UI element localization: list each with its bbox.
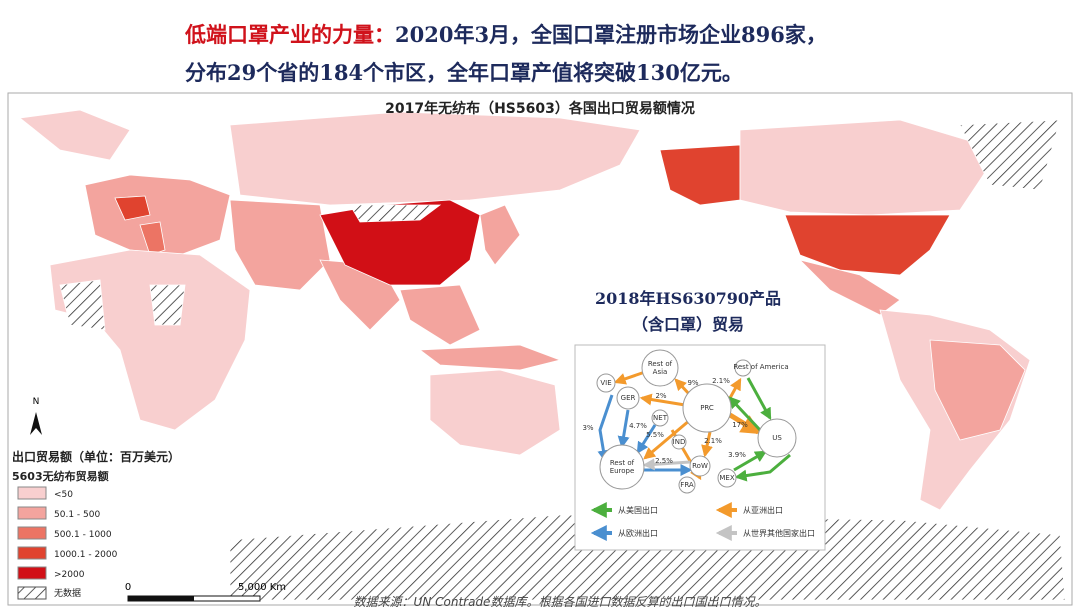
edge-label: 3%	[582, 424, 593, 432]
legend-label: 50.1 - 500	[54, 510, 100, 520]
edge-label: 4.7%	[629, 422, 647, 430]
edge-label: 2.1%	[704, 437, 722, 445]
node-label: Rest of Asia	[648, 360, 673, 376]
node	[599, 444, 645, 490]
node-label: FRA	[680, 481, 694, 489]
node-label: VIE	[600, 379, 611, 387]
node-label: MEX	[719, 474, 734, 482]
edge-label: 2%	[655, 392, 666, 400]
inset-title: （含口罩）贸易	[632, 315, 744, 334]
edge-label: 2.5%	[655, 457, 673, 465]
header-line2: 分布29个省的184个市区，全年口罩产值将突破130亿元。	[185, 60, 743, 85]
legend-swatch-nodata	[17, 586, 47, 600]
edge-label: 3.9%	[728, 451, 746, 459]
scale-label: 0	[125, 582, 131, 593]
node	[678, 476, 696, 494]
north-label: N	[33, 397, 40, 407]
scale-label: 5,000 Km	[238, 582, 286, 593]
edge-label: 17%	[732, 421, 748, 429]
legend-swatch	[17, 546, 47, 560]
legend-label: 从亚洲出口	[743, 505, 783, 515]
node-label: Rest of America	[733, 363, 788, 371]
node-label: GER	[621, 394, 636, 402]
node	[641, 349, 679, 387]
legend-swatch	[17, 526, 47, 540]
node-label: RoW	[692, 462, 708, 470]
node	[651, 409, 669, 427]
legend-label: >2000	[54, 570, 85, 580]
legend-label: <50	[54, 490, 73, 500]
edge-label: 2.1%	[712, 377, 730, 385]
node	[734, 359, 752, 377]
legend-label: 从美国出口	[618, 505, 658, 515]
legend-title: 出口贸易额（单位：百万美元）	[12, 449, 180, 464]
legend-label: 从欧洲出口	[618, 528, 658, 538]
header-line1: 低端口罩产业的力量：2020年3月，全国口罩注册市场企业896家，	[184, 22, 827, 47]
header-text: 2020年3月，全国口罩注册市场企业896家，	[395, 22, 827, 47]
north-arrow: N	[30, 397, 42, 435]
node	[671, 434, 687, 450]
edge-label: 9%	[687, 379, 698, 387]
node-label: PRC	[700, 404, 714, 412]
node	[682, 383, 732, 433]
legend-swatch	[17, 566, 47, 580]
node-label: IND	[673, 438, 686, 446]
legend-label: 无数据	[54, 587, 81, 599]
header-highlight: 低端口罩产业的力量：	[184, 22, 395, 47]
legend-label: 从世界其他国家出口	[743, 528, 815, 538]
legend-swatch	[17, 486, 47, 500]
map-land	[19, 109, 1066, 601]
flow-arrows	[597, 370, 791, 482]
legend-subtitle: 5603无纺布贸易额	[12, 469, 109, 483]
source-note: 数据来源：UN Contrade数据库。根据各国进口数据反算的出口国出口情况。	[354, 595, 767, 609]
node	[757, 418, 797, 458]
node-label: Rest of Europe	[610, 459, 635, 475]
edge-label: 5.5%	[646, 431, 664, 439]
inset-title: 2018年HS630790产品	[595, 289, 781, 308]
node	[616, 386, 640, 410]
map-title: 2017年无纺布（HS5603）各国出口贸易额情况	[385, 100, 695, 117]
legend-label: 1000.1 - 2000	[54, 550, 118, 560]
scale-bar: 0 5,000 Km	[125, 582, 286, 602]
node	[596, 373, 616, 393]
legend-label: 500.1 - 1000	[54, 530, 112, 540]
node-label: NET	[653, 414, 668, 422]
node	[689, 455, 711, 477]
node-label: US	[772, 434, 782, 442]
node	[717, 468, 737, 488]
legend-swatch	[17, 506, 47, 520]
